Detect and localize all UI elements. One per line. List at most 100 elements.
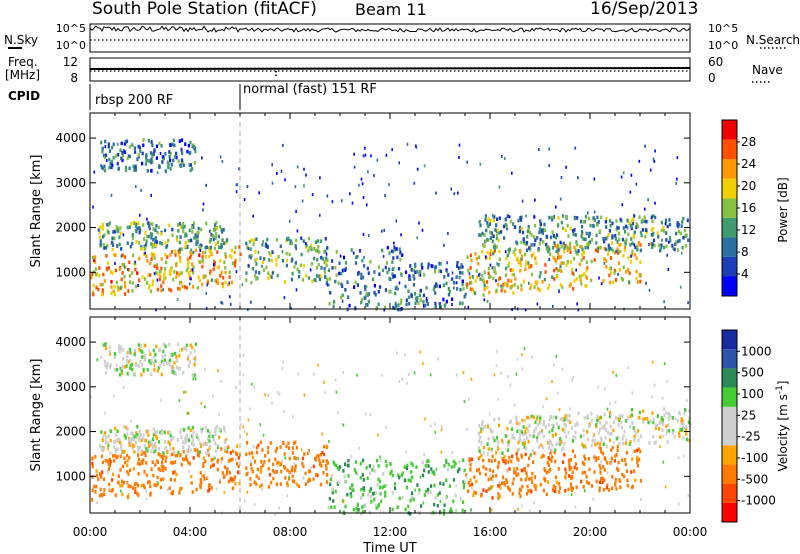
data-cell-sparse — [295, 209, 297, 213]
data-cell — [537, 287, 540, 291]
data-cell — [391, 490, 394, 495]
data-cell — [180, 435, 183, 439]
time-tick-label: 00:00 — [73, 525, 108, 539]
data-cell-sparse — [408, 373, 410, 377]
data-cell-sparse — [651, 360, 654, 364]
data-cell — [140, 438, 143, 443]
velocity-panel-bg — [90, 317, 690, 513]
data-cell — [580, 219, 583, 224]
data-cell — [529, 247, 532, 252]
data-cell — [574, 435, 577, 440]
data-cell — [548, 417, 551, 422]
data-cell — [160, 144, 163, 148]
data-cell — [360, 297, 364, 302]
data-cell-sparse — [435, 467, 438, 471]
data-cell — [266, 237, 269, 242]
data-cell — [173, 143, 176, 148]
data-cell — [501, 440, 504, 445]
data-cell-sparse — [597, 385, 600, 389]
data-cell — [546, 460, 549, 465]
data-cell — [176, 271, 179, 275]
data-cell — [291, 446, 295, 450]
data-cell-sparse — [451, 451, 454, 454]
data-cell — [557, 244, 560, 249]
data-cell — [416, 296, 419, 300]
data-cell — [579, 434, 582, 439]
data-cell — [533, 285, 536, 289]
data-cell — [228, 270, 231, 275]
data-cell — [505, 478, 508, 482]
data-cell — [410, 495, 413, 499]
data-cell-sparse — [640, 497, 642, 501]
data-cell — [569, 482, 572, 486]
data-cell — [507, 248, 510, 252]
data-cell — [524, 430, 527, 434]
data-cell-sparse — [612, 370, 614, 374]
data-cell-sparse — [663, 362, 666, 366]
data-cell — [170, 250, 174, 254]
data-cell — [153, 449, 156, 454]
data-cell — [367, 493, 370, 497]
data-cell — [548, 457, 551, 461]
data-cell — [156, 460, 160, 465]
data-cell — [679, 428, 682, 432]
data-cell — [443, 464, 446, 468]
data-cell-sparse — [385, 153, 388, 157]
data-cell — [112, 289, 115, 294]
data-cell — [602, 237, 605, 241]
data-cell — [164, 228, 167, 233]
data-cell — [626, 416, 630, 420]
data-cell — [522, 279, 526, 284]
data-cell — [132, 253, 135, 258]
data-cell — [308, 478, 311, 483]
data-cell-sparse — [479, 456, 481, 459]
data-cell — [120, 444, 123, 448]
data-cell — [493, 417, 496, 422]
data-cell — [125, 364, 128, 368]
data-cell — [631, 221, 635, 226]
data-cell — [584, 237, 587, 242]
data-cell — [555, 475, 558, 480]
data-cell — [107, 467, 110, 471]
data-cell — [169, 272, 172, 276]
data-cell — [159, 274, 162, 279]
y-tick-label: 2000 — [55, 221, 86, 235]
data-cell — [624, 462, 627, 467]
data-cell — [599, 476, 603, 481]
data-cell-sparse — [188, 470, 190, 474]
data-cell — [637, 447, 641, 452]
data-cell — [657, 243, 661, 248]
data-cell — [414, 292, 417, 296]
data-cell — [496, 228, 499, 233]
data-cell — [684, 244, 687, 248]
data-cell — [384, 494, 387, 498]
data-cell — [642, 420, 645, 424]
data-cell — [114, 253, 117, 257]
data-cell-sparse — [261, 264, 263, 268]
data-cell — [154, 442, 157, 446]
data-cell — [326, 445, 329, 449]
data-cell — [154, 463, 157, 467]
data-cell — [160, 431, 163, 436]
data-cell — [182, 221, 185, 226]
data-cell — [414, 301, 417, 305]
data-cell — [330, 505, 333, 510]
data-cell — [642, 409, 645, 413]
data-cell — [331, 266, 334, 270]
data-cell — [138, 462, 141, 466]
data-cell — [106, 362, 109, 366]
data-cell — [490, 459, 493, 463]
data-cell — [571, 426, 574, 430]
data-cell-sparse — [106, 158, 108, 162]
data-cell — [640, 233, 643, 238]
data-cell — [191, 442, 194, 446]
data-cell — [569, 246, 572, 251]
data-cell — [190, 268, 193, 273]
data-cell — [685, 432, 688, 436]
data-cell — [162, 454, 165, 458]
freq-panel: 12 8 60 0 — [63, 55, 724, 85]
data-cell — [294, 464, 297, 468]
data-cell — [493, 266, 496, 270]
data-cell — [635, 222, 638, 226]
data-cell — [340, 282, 343, 287]
